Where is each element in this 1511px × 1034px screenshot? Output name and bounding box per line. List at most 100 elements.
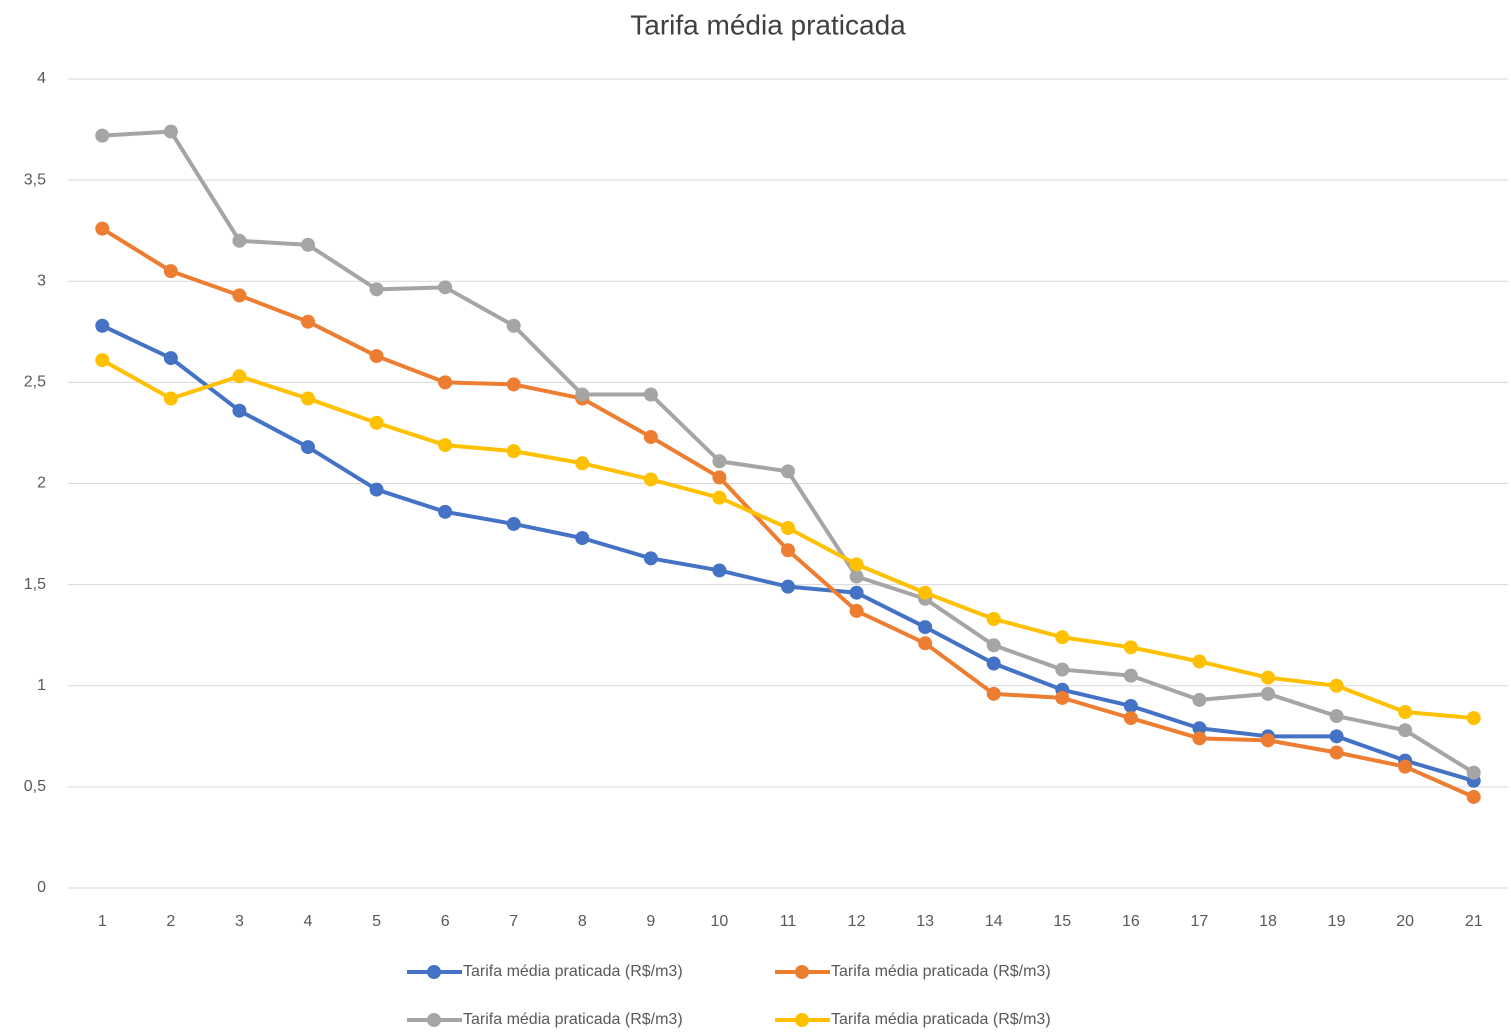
y-tick-label: 2 xyxy=(37,475,46,492)
marker xyxy=(1055,630,1070,645)
x-tick-label: 2 xyxy=(166,913,175,930)
marker xyxy=(1123,711,1138,726)
x-tick-label: 16 xyxy=(1122,913,1140,930)
marker xyxy=(918,585,933,600)
x-tick-label: 20 xyxy=(1396,913,1414,930)
x-tick-label: 19 xyxy=(1328,913,1346,930)
marker xyxy=(575,531,590,546)
x-tick-label: 12 xyxy=(848,913,866,930)
marker xyxy=(1261,686,1275,701)
marker xyxy=(781,464,795,479)
marker xyxy=(95,221,110,236)
marker xyxy=(163,264,178,279)
marker xyxy=(918,636,933,651)
marker xyxy=(301,314,315,329)
marker xyxy=(781,543,795,558)
x-tick-label: 8 xyxy=(578,913,587,930)
marker xyxy=(95,318,110,333)
y-tick-label: 4 xyxy=(37,70,46,87)
y-tick-label: 1 xyxy=(37,677,46,694)
legend-marker xyxy=(427,965,441,979)
x-tick-label: 7 xyxy=(509,913,518,930)
marker xyxy=(506,318,521,333)
x-tick-label: 13 xyxy=(916,913,934,930)
marker xyxy=(849,603,864,618)
legend-label: Tarifa média praticada (R$/m3) xyxy=(463,963,683,980)
marker xyxy=(95,353,110,368)
y-tick-label: 3,5 xyxy=(24,171,46,188)
marker xyxy=(163,124,178,139)
marker xyxy=(1192,731,1207,746)
y-tick-label: 0,5 xyxy=(24,778,46,795)
marker xyxy=(1398,723,1413,738)
marker xyxy=(781,520,795,535)
marker xyxy=(712,563,727,578)
legend-marker xyxy=(795,965,809,979)
legend-label: Tarifa média praticada (R$/m3) xyxy=(831,963,1051,980)
marker xyxy=(232,403,247,418)
legend-label: Tarifa média praticada (R$/m3) xyxy=(463,1011,683,1028)
chart-title: Tarifa média praticada xyxy=(630,9,906,40)
x-tick-label: 21 xyxy=(1465,913,1483,930)
marker xyxy=(849,557,864,572)
marker xyxy=(1466,765,1481,780)
marker xyxy=(1261,670,1275,685)
marker xyxy=(232,288,247,303)
marker xyxy=(986,656,1001,671)
marker xyxy=(849,569,864,584)
marker xyxy=(1055,662,1070,677)
marker xyxy=(369,282,384,297)
marker xyxy=(301,237,315,252)
marker xyxy=(1055,690,1070,705)
x-tick-label: 1 xyxy=(98,913,107,930)
marker xyxy=(1398,759,1413,774)
marker xyxy=(1192,654,1207,669)
marker xyxy=(918,620,933,635)
x-tick-label: 10 xyxy=(711,913,729,930)
x-tick-label: 6 xyxy=(441,913,450,930)
marker xyxy=(986,612,1001,627)
marker xyxy=(506,377,521,392)
marker xyxy=(712,470,727,485)
x-tick-label: 14 xyxy=(985,913,1003,930)
marker xyxy=(1329,729,1344,744)
marker xyxy=(1192,692,1207,707)
marker xyxy=(369,415,384,430)
marker xyxy=(781,579,795,594)
marker xyxy=(232,369,247,384)
x-tick-label: 9 xyxy=(646,913,655,930)
y-tick-label: 1,5 xyxy=(24,576,46,593)
marker xyxy=(849,585,864,600)
y-tick-label: 2,5 xyxy=(24,374,46,391)
marker xyxy=(95,128,110,143)
marker xyxy=(438,504,453,519)
marker xyxy=(1466,789,1481,804)
legend-marker xyxy=(427,1013,441,1027)
marker xyxy=(986,686,1001,701)
y-tick-label: 3 xyxy=(37,272,46,289)
x-tick-label: 3 xyxy=(235,913,244,930)
marker xyxy=(643,429,658,444)
x-tick-label: 18 xyxy=(1259,913,1277,930)
x-tick-label: 5 xyxy=(372,913,381,930)
marker xyxy=(1261,733,1275,748)
marker xyxy=(1192,721,1207,736)
marker xyxy=(575,456,590,471)
marker xyxy=(301,391,315,406)
x-tick-label: 11 xyxy=(780,913,797,930)
series-line xyxy=(101,358,1474,721)
marker xyxy=(369,349,384,364)
marker xyxy=(643,472,658,487)
marker xyxy=(232,233,247,248)
marker xyxy=(438,375,453,390)
marker xyxy=(1123,698,1138,713)
marker xyxy=(712,454,727,469)
marker xyxy=(1398,705,1413,720)
x-tick-label: 4 xyxy=(304,913,313,930)
marker xyxy=(163,391,178,406)
marker xyxy=(1123,640,1138,655)
marker xyxy=(506,444,521,459)
marker xyxy=(986,638,1001,653)
